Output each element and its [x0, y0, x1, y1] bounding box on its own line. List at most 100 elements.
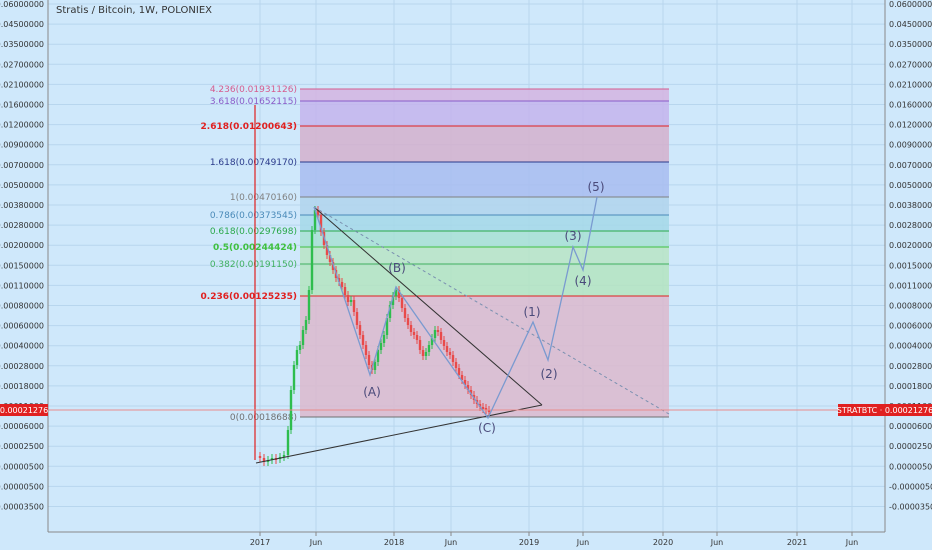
y-tick-label: 0.02100000: [0, 80, 44, 89]
y-tick-label: 0.00280000: [0, 221, 44, 230]
y-tick-label: 0.00018000: [889, 382, 932, 391]
y-tick-label: 0.00080000: [0, 302, 44, 311]
candle-body: [448, 352, 452, 355]
y-tick-label: 0.00200000: [889, 241, 932, 250]
candle-body: [262, 458, 266, 462]
fib-level-label: 3.618(0.01652115): [210, 97, 297, 107]
candle-body: [424, 352, 428, 356]
fib-level-label: 4.236(0.01931126): [210, 85, 297, 95]
y-tick-label: 0.00150000: [0, 261, 44, 270]
last-price-tag-left-text: 0.00021276: [0, 406, 48, 415]
fib-band: [300, 215, 669, 231]
candle-body: [451, 355, 455, 362]
y-tick-label: 0.00002500: [0, 442, 44, 451]
x-tick-label: Jun: [845, 538, 859, 547]
y-tick-label: 0.00060000: [889, 322, 932, 331]
y-tick-label: 0.01600000: [0, 101, 44, 110]
candle-body: [349, 300, 353, 302]
candle-body: [436, 330, 440, 332]
y-tick-label: 0.00000500: [0, 462, 44, 471]
candle-body: [346, 295, 350, 302]
candle-body: [439, 332, 443, 340]
fib-level-label: 0.382(0.00191150): [210, 260, 297, 270]
y-tick-label: -0.00000500: [0, 482, 44, 491]
last-price-tag-left: [0, 404, 48, 416]
candle-body: [298, 345, 302, 350]
candle-body: [358, 325, 362, 335]
candle-body: [379, 343, 383, 350]
wave-labels: (A) (B) (C) (1) (2) (3) (4) (5): [363, 180, 604, 435]
candle-body: [487, 410, 491, 412]
x-axis: 2017 Jun 2018 Jun 2019 Jun 2020 Jun 2021 Jun: [250, 532, 858, 547]
fib-band: [300, 296, 669, 417]
candle-body: [406, 318, 410, 325]
candle-body: [340, 282, 344, 287]
fib-level-label: 0.618(0.00297698): [210, 227, 297, 237]
candle-body: [433, 330, 437, 338]
candle-body: [400, 298, 404, 308]
y-tick-label: 0.00018000: [0, 382, 44, 391]
candle-body: [445, 346, 449, 352]
x-tick-label: 2017: [250, 538, 270, 547]
x-tick-label: 2020: [653, 538, 673, 547]
y-tick-label: 0.00002500: [889, 442, 932, 451]
y-tick-label: 0.00900000: [889, 141, 932, 150]
candle-body: [382, 335, 386, 343]
candle-body: [385, 318, 389, 335]
fib-band: [300, 101, 669, 126]
drawings[interactable]: [48, 105, 885, 464]
y-tick-label: 0.00110000: [889, 281, 932, 290]
wave-label: (C): [478, 421, 496, 435]
y-tick-label: 0.01200000: [889, 121, 932, 130]
lower-trend-line[interactable]: [255, 404, 543, 464]
candle-body: [258, 456, 262, 458]
y-tick-label: -0.00003500: [0, 503, 44, 512]
x-tick-label: Jun: [444, 538, 458, 547]
fib-band: [300, 126, 669, 162]
y-tick-label: 0.02100000: [889, 80, 932, 89]
candle-body: [481, 407, 485, 409]
candle-body: [427, 345, 431, 352]
y-tick-label: -0.00003500: [889, 503, 932, 512]
y-tick-label: 0.00040000: [889, 342, 932, 351]
candle-body: [457, 368, 461, 375]
y-tick-label: 0.00150000: [889, 261, 932, 270]
y-tick-label: 0.04500000: [889, 20, 932, 29]
candle-body: [313, 210, 317, 230]
dashed-projection-line[interactable]: [313, 206, 670, 415]
wave-label: (5): [588, 180, 605, 194]
candle-body: [466, 385, 470, 390]
fib-level-label: 0.786(0.00373545): [210, 211, 297, 221]
y-tick-label: 0.00380000: [889, 201, 932, 210]
x-tick-label: Jun: [710, 538, 724, 547]
wave-label: (A): [363, 385, 381, 399]
y-tick-label: 0.00700000: [0, 161, 44, 170]
x-tick-label: Jun: [576, 538, 590, 547]
y-tick-label: 0.00500000: [0, 181, 44, 190]
candle-body: [463, 380, 467, 385]
fib-level-label: 2.618(0.01200643): [201, 122, 297, 132]
candle-body: [364, 345, 368, 355]
upper-trend-line[interactable]: [313, 206, 543, 406]
wave-label: (4): [575, 274, 592, 288]
candle-body: [292, 365, 296, 390]
candle-body: [454, 362, 458, 368]
candle-body: [282, 455, 286, 457]
candle-body: [418, 340, 422, 350]
fib-band: [300, 89, 669, 101]
candle-body: [286, 430, 290, 455]
y-tick-label: 0.00110000: [0, 281, 44, 290]
elliott-wave-path[interactable]: [313, 196, 598, 420]
x-tick-label: Jun: [309, 538, 323, 547]
candle-body: [391, 296, 395, 305]
fibonacci-extension[interactable]: 4.236(0.01931126) 3.618(0.01652115) 2.618(…: [201, 85, 669, 423]
y-tick-label: 0.00000500: [889, 462, 932, 471]
y-tick-label: 0.01200000: [0, 121, 44, 130]
y-tick-label: 0.04500000: [0, 20, 44, 29]
wave-label: (B): [388, 261, 406, 275]
fib-band: [300, 264, 669, 296]
candle-body: [460, 375, 464, 380]
y-tick-label: 0.00040000: [0, 342, 44, 351]
candle-body: [403, 308, 407, 318]
